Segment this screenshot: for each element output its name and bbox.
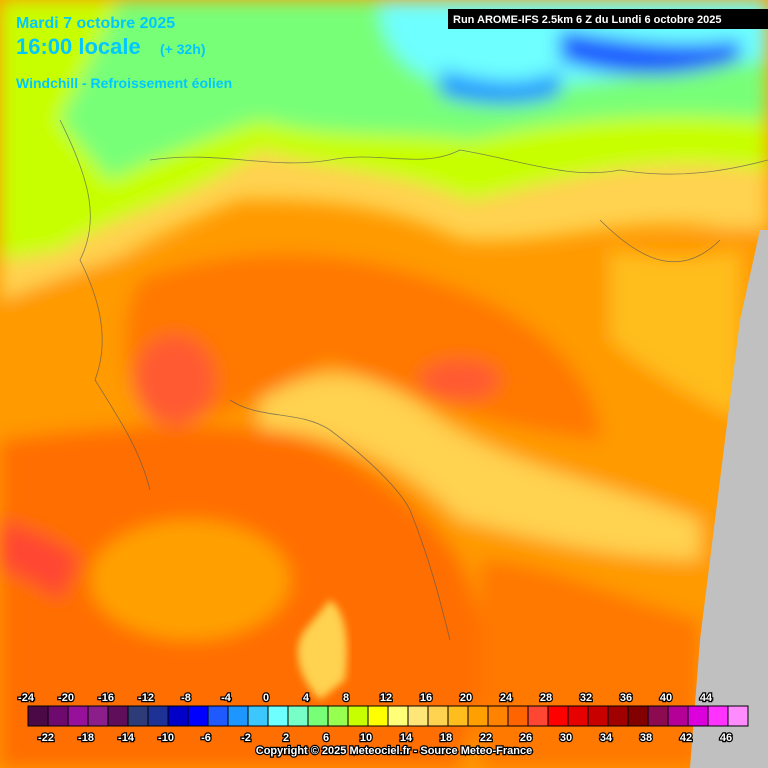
scale-label: 44 [700,692,713,704]
scale-box [247,705,269,727]
scale-label: 16 [420,692,432,704]
run-info: Run AROME-IFS 2.5km 6 Z du Lundi 6 octob… [453,14,722,26]
copyright: Copyright © 2025 Meteociel.fr - Source M… [256,745,532,757]
scale-box [727,705,749,727]
scale-label: 26 [520,732,532,744]
time: 16:00 locale [16,34,141,59]
scale-box [207,705,229,727]
scale-label: -22 [38,732,54,744]
scale-box [527,705,549,727]
scale-label: 22 [480,732,492,744]
scale-label: 24 [500,692,513,704]
scale-label: 10 [360,732,372,744]
color-scale: -24-22-20-18-16-14-12-10-8-6-4-202468101… [17,691,749,745]
scale-label: -2 [241,732,251,744]
scale-label: 18 [440,732,452,744]
scale-label: 0 [263,692,269,704]
scale-label: -10 [158,732,174,744]
scale-label: -20 [58,692,74,704]
scale-box [567,705,589,727]
scale-label: 36 [620,692,632,704]
scale-box [347,705,369,727]
scale-box [607,705,629,727]
scale-label: 12 [380,692,392,704]
scale-label: 28 [540,692,552,704]
scale-box [287,705,309,727]
scale-box [107,705,129,727]
scale-box [467,705,489,727]
scale-label: 32 [580,692,592,704]
scale-label: -14 [118,732,135,744]
parameter: Windchill - Refroissement éolien [16,75,232,91]
scale-label: -6 [201,732,211,744]
scale-box [367,705,389,727]
scale-box [327,705,349,727]
scale-box [587,705,609,727]
scale-box [27,705,49,727]
scale-box [307,705,329,727]
scale-box [707,705,729,727]
scale-label: 40 [660,692,672,704]
scale-label: 8 [343,692,349,704]
scale-box [167,705,189,727]
scale-box [427,705,449,727]
scale-box [447,705,469,727]
scale-label: 14 [400,732,413,744]
scale-label: -4 [221,692,232,704]
scale-label: 6 [323,732,329,744]
scale-box [127,705,149,727]
date: Mardi 7 octobre 2025 [16,15,175,32]
scale-box [687,705,709,727]
scale-label: 46 [720,732,732,744]
scale-label: 2 [283,732,289,744]
scale-box [147,705,169,727]
scale-label: -18 [78,732,94,744]
scale-box [87,705,109,727]
scale-label: -24 [18,692,35,704]
scale-label: -8 [181,692,191,704]
scale-label: 4 [303,692,310,704]
scale-box [387,705,409,727]
scale-box [627,705,649,727]
scale-box [487,705,509,727]
scale-label: 42 [680,732,692,744]
scale-label: -16 [98,692,114,704]
scale-box [187,705,209,727]
scale-label: 38 [640,732,652,744]
run-box [448,9,768,29]
scale-box [67,705,89,727]
scale-box [47,705,69,727]
lead-time: (+ 32h) [160,41,206,57]
scale-box [647,705,669,727]
scale-label: 30 [560,732,572,744]
scale-label: -12 [138,692,154,704]
scale-box [547,705,569,727]
scale-box [407,705,429,727]
scale-box [227,705,249,727]
scale-box [507,705,529,727]
scale-label: 20 [460,692,472,704]
scale-label: 34 [600,732,613,744]
scale-box [267,705,289,727]
scale-box [667,705,689,727]
